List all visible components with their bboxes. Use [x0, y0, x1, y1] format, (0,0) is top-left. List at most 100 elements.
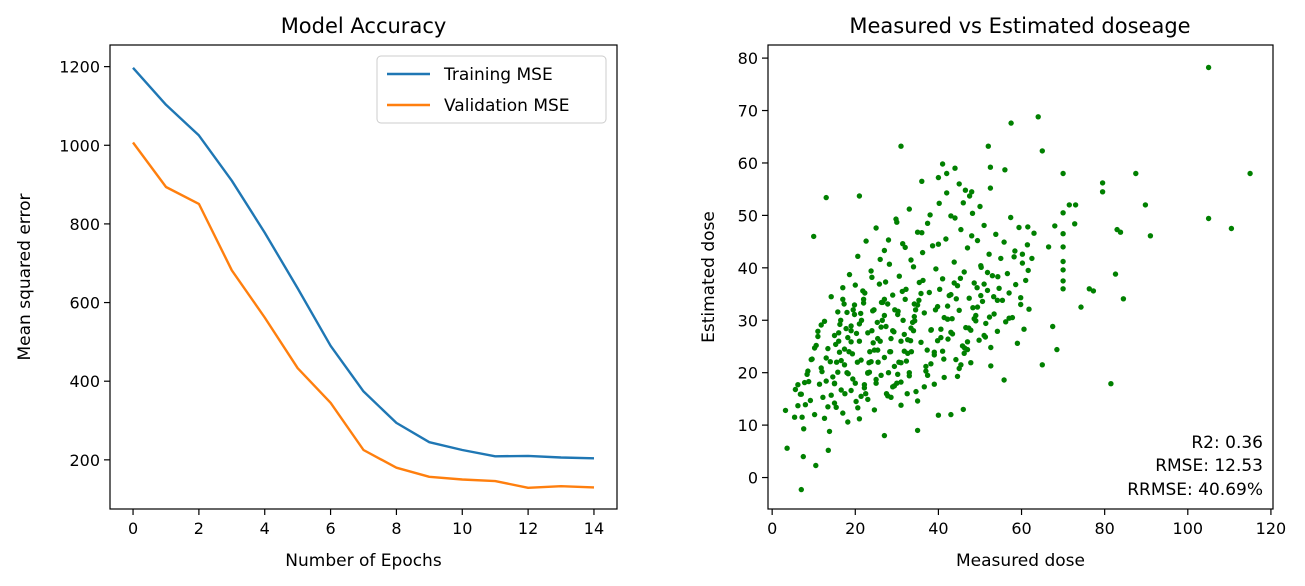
scatter-point: [888, 394, 894, 400]
x-tick-label: 60: [1011, 519, 1031, 538]
scatter-point: [902, 296, 908, 302]
scatter-point: [881, 312, 888, 319]
scatter-point: [827, 359, 833, 365]
scatter-point: [833, 341, 839, 348]
scatter-point: [948, 291, 954, 298]
scatter-point: [836, 330, 842, 336]
scatter-point: [931, 349, 937, 355]
scatter-point: [916, 297, 922, 303]
scatter-point: [991, 294, 997, 300]
scatter-point: [969, 233, 975, 239]
scatter-point: [1099, 189, 1106, 195]
scatter-point: [838, 317, 844, 323]
scatter-point: [858, 317, 865, 323]
x-axis-label: Number of Epochs: [285, 551, 442, 571]
scatter-point: [853, 398, 859, 405]
y-tick-label: 800: [69, 215, 100, 234]
scatter-point: [885, 370, 892, 376]
scatter-point: [918, 290, 924, 297]
scatter-point: [828, 294, 834, 300]
scatter-point: [944, 170, 950, 177]
scatter-point: [856, 416, 863, 422]
scatter-point: [851, 311, 858, 318]
scatter-point: [868, 268, 874, 274]
scatter-point: [969, 189, 975, 195]
scatter-point: [798, 486, 804, 493]
scatter-point: [878, 372, 884, 378]
scatter-point: [1060, 244, 1066, 250]
legend: Training MSE Validation MSE: [376, 55, 607, 124]
y-axis-label: Estimated dose: [699, 211, 719, 343]
scatter-point: [795, 382, 801, 388]
scatter-point: [914, 398, 921, 404]
scatter-point: [995, 274, 1001, 280]
scatter-point: [1228, 225, 1235, 232]
scatter-point: [811, 345, 818, 351]
scatter-point: [883, 391, 890, 397]
scatter-point: [914, 427, 921, 434]
scatter-point: [919, 230, 925, 236]
scatter-point: [939, 276, 946, 282]
scatter-point: [898, 379, 904, 385]
scatter-point: [800, 453, 806, 460]
scatter-point: [935, 241, 942, 247]
scatter-point: [935, 174, 942, 181]
scatter-point: [927, 212, 933, 218]
scatter-point: [971, 280, 977, 286]
scatter-point: [1060, 231, 1066, 237]
rmse-annotation: RMSE: 12.53: [1155, 456, 1263, 476]
scatter-point: [988, 344, 994, 351]
scatter-point: [869, 328, 875, 334]
training-mse-line: [132, 67, 595, 460]
chart-title: Measured vs Estimated doseage: [849, 14, 1190, 38]
scatter-point: [845, 371, 851, 377]
scatter-point: [867, 349, 873, 355]
rrmse-annotation: RRMSE: 40.69%: [1127, 480, 1263, 500]
scatter-point: [844, 309, 850, 316]
scatter-point: [798, 391, 804, 397]
scatter-point: [943, 236, 949, 242]
scatter-point: [835, 369, 841, 375]
scatter-point: [1001, 239, 1007, 245]
scatter-point: [1018, 295, 1024, 301]
scatter-point: [979, 298, 986, 305]
scatter-point: [913, 388, 919, 395]
scatter-point: [919, 249, 926, 256]
scatter-point: [1205, 215, 1212, 222]
scatter-point: [878, 324, 884, 330]
scatter-point: [888, 335, 894, 342]
x-axis-label: Measured dose: [956, 551, 1085, 571]
y-tick-label: 200: [69, 451, 100, 470]
scatter-point: [976, 337, 982, 343]
scatter-point: [899, 288, 905, 295]
scatter-point: [985, 143, 991, 149]
scatter-point: [974, 237, 981, 244]
scatter-point: [831, 380, 838, 386]
scatter-point: [1003, 319, 1009, 325]
model-accuracy-chart: Model Accuracy 0 2 4 6 8 10 12 14 200 400 600 800 1…: [15, 14, 618, 571]
scatter-point: [936, 200, 942, 206]
scatter-point: [1039, 148, 1046, 154]
scatter-point: [801, 379, 808, 386]
scatter-point: [952, 215, 958, 221]
scatter-point: [994, 328, 1001, 334]
scatter-point: [1108, 381, 1114, 387]
scatter-point: [970, 305, 976, 311]
scatter-point: [855, 253, 861, 259]
scatter-point: [881, 432, 888, 439]
scatter-point: [850, 307, 856, 313]
scatter-point: [928, 327, 934, 333]
scatter-point: [863, 238, 869, 244]
scatter-point: [977, 203, 983, 210]
scatter-point: [978, 292, 984, 299]
y-tick-label: 1200: [59, 58, 100, 77]
scatter-point: [1008, 120, 1014, 126]
x-tick-label: 14: [584, 519, 604, 538]
scatter-point: [891, 363, 898, 370]
scatter-point: [838, 357, 844, 364]
scatter-point: [987, 185, 994, 191]
scatter-point: [815, 333, 821, 340]
scatter-point: [858, 393, 864, 399]
scatter-point: [1086, 286, 1093, 292]
scatter-point: [921, 310, 927, 316]
